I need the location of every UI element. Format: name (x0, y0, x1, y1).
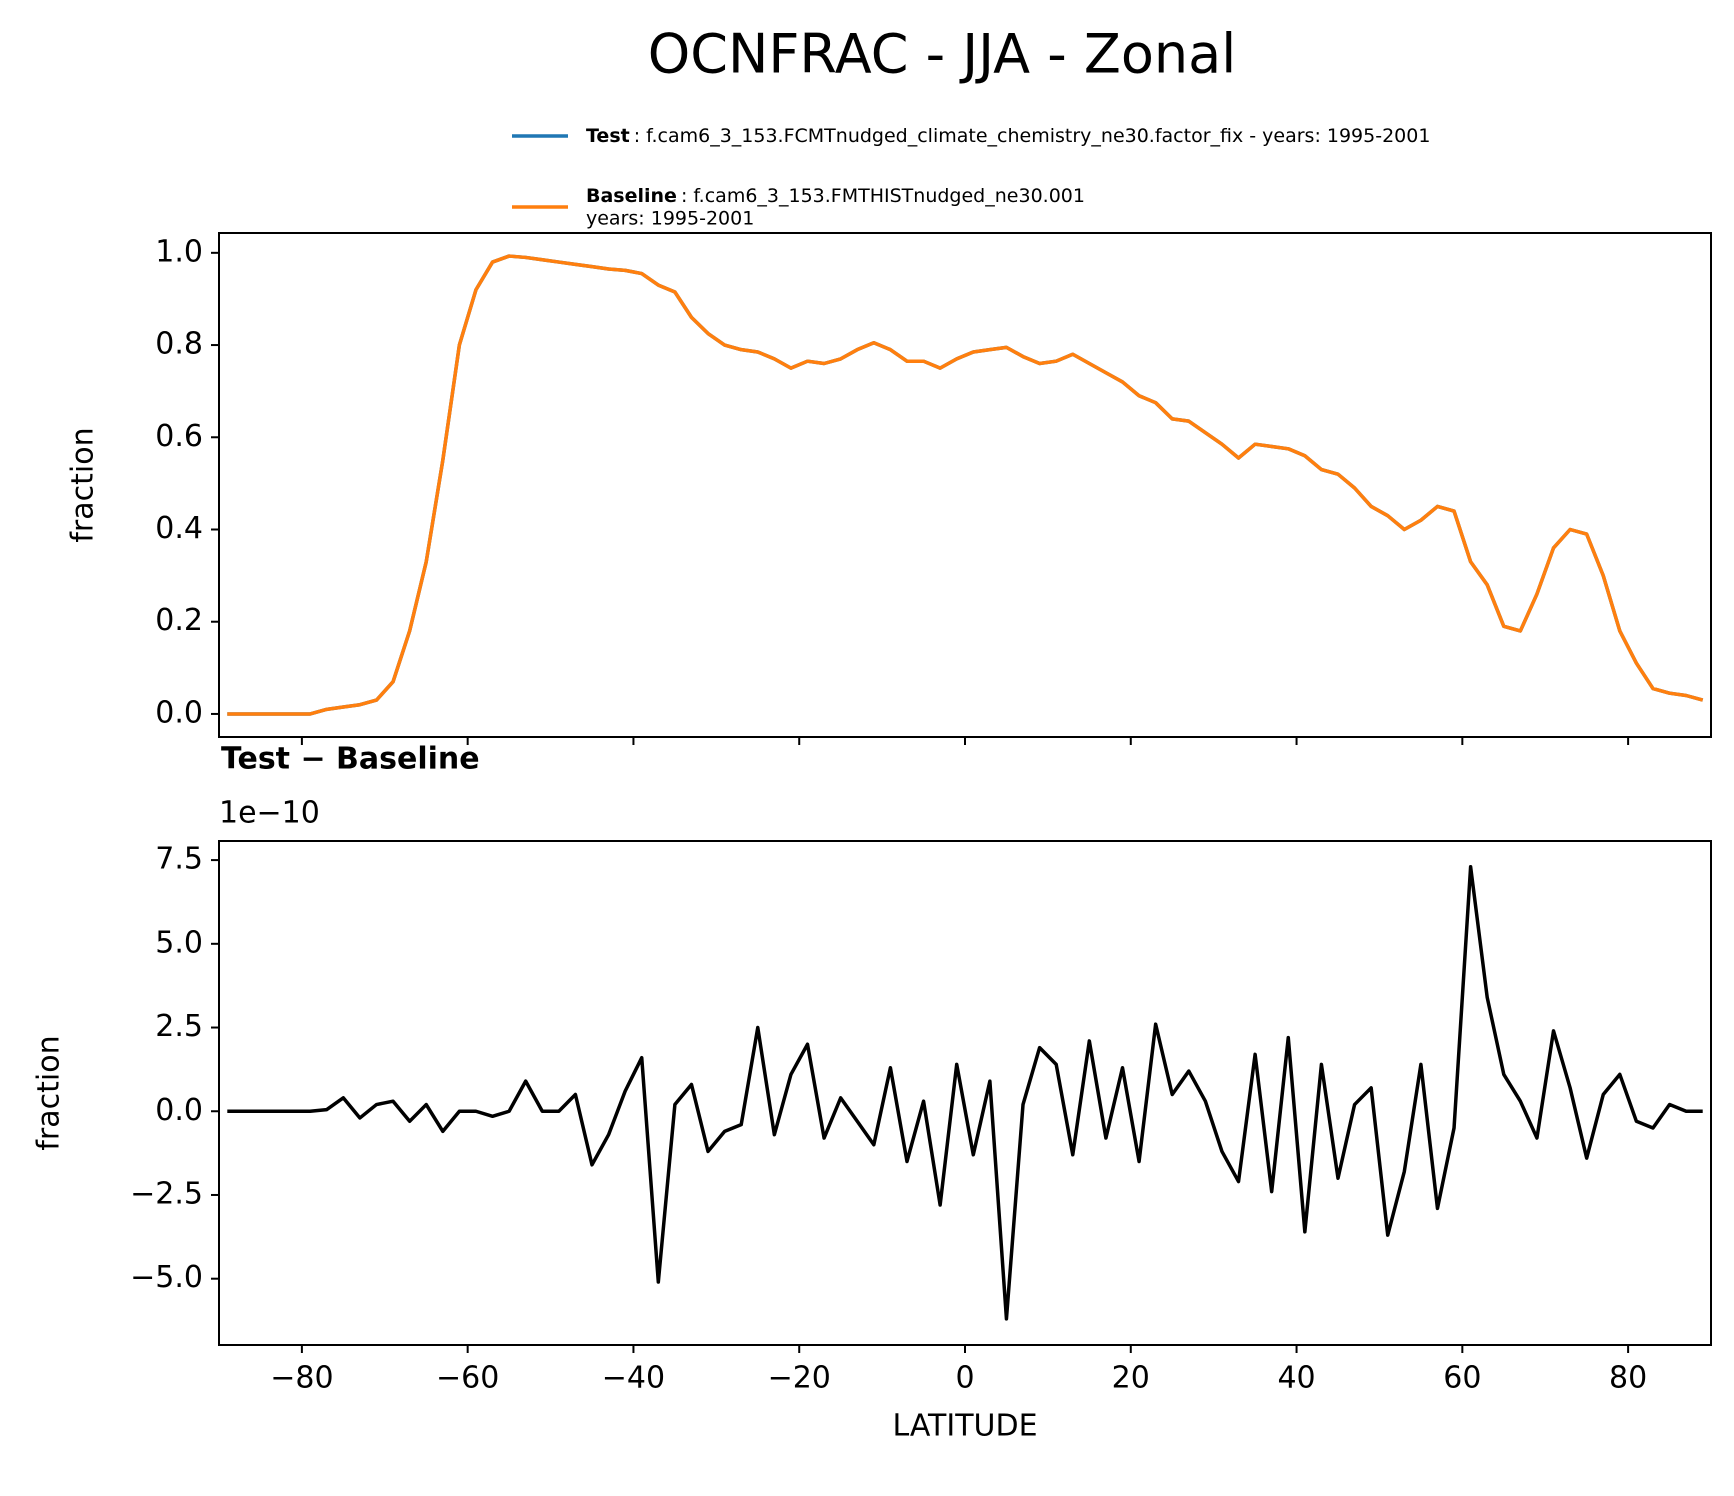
legend-label: Test: f.cam6_3_153.FCMTnudged_climate_ch… (586, 125, 1430, 147)
y-tick-label: 0.4 (155, 511, 203, 546)
x-tick-label: 0 (955, 1361, 974, 1396)
legend-name: Test (586, 125, 630, 147)
y-tick-label: 0.6 (155, 419, 203, 454)
y-tick-label: 0.8 (155, 327, 203, 362)
offset-label: 1e−10 (219, 796, 320, 831)
x-tick-label: −60 (436, 1361, 499, 1396)
figure-title: OCNFRAC - JJA - Zonal (648, 23, 1237, 86)
legend-label: Baseline: f.cam6_3_153.FMTHISTnudged_ne3… (586, 185, 1085, 207)
y-axis-label: fraction (32, 1035, 67, 1150)
legend-entry: Test: f.cam6_3_153.FCMTnudged_climate_ch… (512, 125, 1430, 147)
legend-name: Baseline (586, 185, 677, 207)
legend-description: years: 1995-2001 (586, 208, 754, 230)
subplot-title: Test − Baseline (221, 742, 480, 777)
y-axis-label: fraction (66, 427, 101, 542)
legend-entry: Baseline: f.cam6_3_153.FMTHISTnudged_ne3… (512, 185, 1085, 230)
y-tick-label: −5.0 (130, 1260, 203, 1295)
legend-description: : f.cam6_3_153.FCMTnudged_climate_chemis… (634, 125, 1431, 147)
x-tick-label: 80 (1609, 1361, 1647, 1396)
x-tick-label: 20 (1112, 1361, 1150, 1396)
x-axis-label: LATITUDE (892, 1409, 1037, 1444)
legend-description: : f.cam6_3_153.FMTHISTnudged_ne30.001 (681, 185, 1085, 207)
x-tick-label: 40 (1277, 1361, 1315, 1396)
y-tick-label: 1.0 (155, 234, 203, 269)
data-line (227, 865, 1703, 1321)
y-tick-label: −2.5 (130, 1176, 203, 1211)
data-line (227, 254, 1704, 716)
x-tick-label: −40 (602, 1361, 665, 1396)
y-tick-label: 0.2 (155, 603, 203, 638)
y-tick-label: 0.0 (155, 1093, 203, 1128)
x-tick-label: −20 (768, 1361, 831, 1396)
y-tick-label: 7.5 (155, 842, 203, 877)
y-tick-label: 2.5 (155, 1009, 203, 1044)
x-tick-label: 60 (1443, 1361, 1481, 1396)
y-tick-label: 5.0 (155, 925, 203, 960)
y-tick-label: 0.0 (155, 695, 203, 730)
x-tick-label: −80 (270, 1361, 333, 1396)
